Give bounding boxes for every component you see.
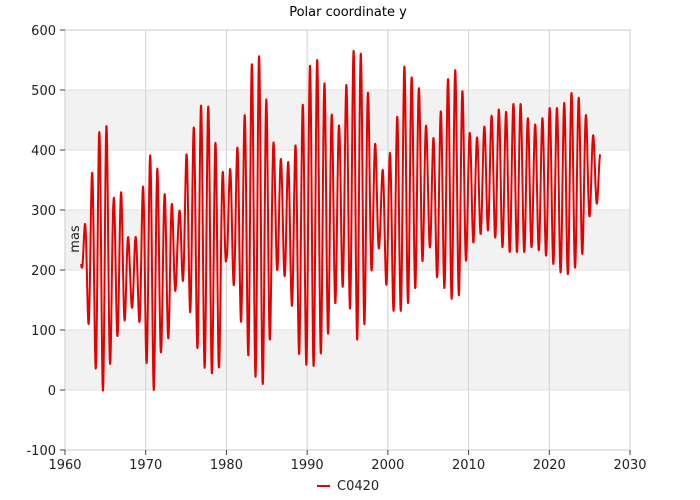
legend: C0420 [317,479,379,494]
x-tick-label-2010: 2010 [452,458,485,473]
y-tick-label-200: 200 [31,264,56,279]
series-line-c0420 [80,49,602,392]
y-tick-label-100: 100 [31,324,56,339]
y-tick-label-300: 300 [31,204,56,219]
x-tick-label-1960: 1960 [48,458,81,473]
y-tick-label-0: 0 [48,384,56,399]
series-layer [80,49,602,392]
y-axis-label: mas [68,225,83,253]
band-0 [65,330,630,390]
chart-title: Polar coordinate y [289,5,407,20]
x-tick-label-1980: 1980 [210,458,243,473]
x-tick-label-2030: 2030 [613,458,646,473]
x-tick-label-2020: 2020 [533,458,566,473]
y-tick-label-600: 600 [31,24,56,39]
legend-label-c0420: C0420 [337,479,379,494]
x-axis-ticks: 1960 1970 1980 1990 2000 2010 2020 2030 [48,450,647,473]
plot-area-frame [64,29,631,451]
y-axis-ticks: -100 0 100 200 300 400 500 600 [26,24,65,459]
x-tick-label-1990: 1990 [291,458,324,473]
y-tick-label-400: 400 [31,144,56,159]
y-tick-label--100: -100 [26,444,56,459]
x-tick-label-2000: 2000 [371,458,404,473]
y-tick-label-500: 500 [31,84,56,99]
x-tick-label-1970: 1970 [129,458,162,473]
